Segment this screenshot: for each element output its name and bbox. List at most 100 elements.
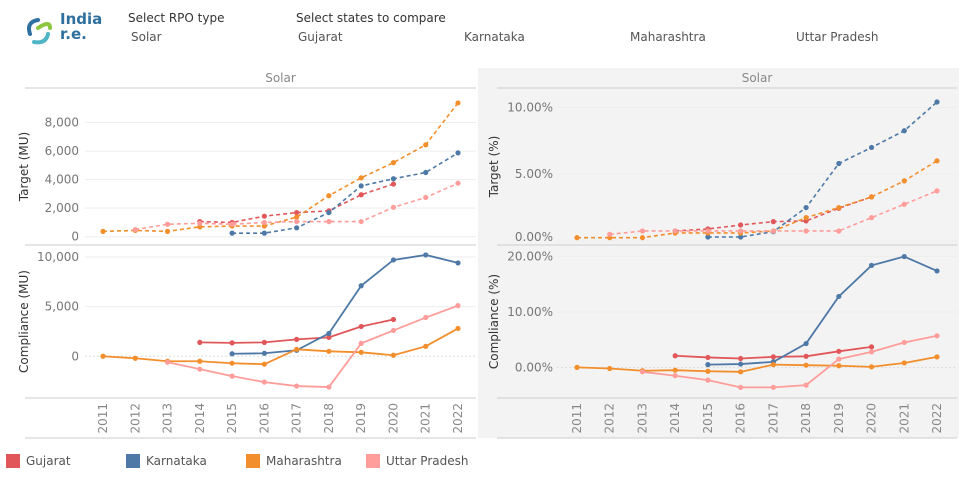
data-point[interactable]: [868, 262, 875, 269]
state-option-karnataka[interactable]: Karnataka: [464, 30, 525, 44]
data-point[interactable]: [294, 218, 300, 225]
data-point[interactable]: [358, 340, 364, 346]
data-point[interactable]: [934, 268, 940, 274]
data-point[interactable]: [229, 230, 235, 236]
data-point[interactable]: [294, 336, 300, 342]
data-point[interactable]: [738, 355, 744, 362]
data-point[interactable]: [423, 343, 429, 349]
data-point[interactable]: [901, 339, 907, 346]
data-point[interactable]: [803, 362, 809, 368]
data-point[interactable]: [607, 365, 613, 372]
data-point[interactable]: [390, 257, 397, 263]
data-point[interactable]: [197, 366, 203, 372]
data-point[interactable]: [705, 228, 711, 234]
data-point[interactable]: [423, 314, 429, 321]
data-point[interactable]: [326, 384, 332, 390]
data-point[interactable]: [803, 228, 809, 234]
data-point[interactable]: [294, 225, 300, 231]
data-point[interactable]: [423, 142, 429, 148]
data-point[interactable]: [261, 223, 267, 229]
data-point[interactable]: [574, 364, 580, 370]
data-point[interactable]: [390, 160, 397, 166]
data-point[interactable]: [770, 219, 776, 225]
data-point[interactable]: [770, 362, 776, 368]
data-point[interactable]: [705, 234, 711, 240]
data-point[interactable]: [672, 367, 678, 373]
data-point[interactable]: [164, 359, 171, 365]
data-point[interactable]: [868, 215, 875, 221]
data-point[interactable]: [358, 283, 364, 289]
data-point[interactable]: [738, 222, 744, 228]
data-point[interactable]: [639, 228, 646, 234]
data-point[interactable]: [261, 361, 267, 367]
data-point[interactable]: [326, 348, 332, 354]
data-point[interactable]: [803, 204, 809, 211]
data-point[interactable]: [901, 178, 907, 184]
data-point[interactable]: [607, 231, 613, 237]
data-point[interactable]: [261, 350, 267, 356]
data-point[interactable]: [705, 362, 711, 368]
data-point[interactable]: [738, 384, 744, 390]
state-option-gujarat[interactable]: Gujarat: [298, 30, 343, 44]
data-point[interactable]: [836, 348, 842, 354]
data-point[interactable]: [868, 194, 875, 200]
data-point[interactable]: [705, 354, 711, 361]
data-point[interactable]: [868, 349, 875, 355]
data-point[interactable]: [901, 201, 907, 207]
data-point[interactable]: [423, 252, 429, 258]
data-point[interactable]: [390, 316, 397, 323]
data-point[interactable]: [132, 226, 138, 233]
data-point[interactable]: [672, 353, 678, 359]
data-point[interactable]: [705, 377, 711, 383]
data-point[interactable]: [901, 253, 907, 260]
legend-uttar-pradesh[interactable]: Uttar Pradesh: [366, 454, 468, 468]
data-point[interactable]: [358, 175, 364, 181]
data-point[interactable]: [358, 183, 364, 189]
data-point[interactable]: [164, 228, 171, 234]
data-point[interactable]: [358, 323, 364, 330]
data-point[interactable]: [229, 373, 235, 379]
data-point[interactable]: [455, 180, 461, 186]
data-point[interactable]: [229, 360, 235, 366]
data-point[interactable]: [770, 228, 776, 234]
data-point[interactable]: [672, 373, 678, 379]
data-point[interactable]: [326, 330, 332, 337]
data-point[interactable]: [326, 209, 332, 216]
data-point[interactable]: [738, 228, 744, 234]
data-point[interactable]: [672, 228, 678, 234]
data-point[interactable]: [934, 354, 940, 360]
state-option-uttar-pradesh[interactable]: Uttar Pradesh: [796, 30, 879, 44]
data-point[interactable]: [639, 235, 646, 241]
data-point[interactable]: [639, 369, 646, 375]
data-point[interactable]: [197, 224, 203, 230]
data-point[interactable]: [738, 361, 744, 367]
data-point[interactable]: [836, 204, 842, 211]
data-point[interactable]: [100, 353, 106, 359]
data-point[interactable]: [455, 303, 461, 309]
data-point[interactable]: [836, 356, 842, 362]
data-point[interactable]: [261, 230, 267, 236]
data-point[interactable]: [705, 368, 711, 374]
data-point[interactable]: [868, 364, 875, 370]
data-point[interactable]: [261, 213, 267, 219]
data-point[interactable]: [738, 369, 744, 375]
data-point[interactable]: [934, 188, 940, 194]
data-point[interactable]: [770, 354, 776, 360]
data-point[interactable]: [132, 355, 138, 361]
data-point[interactable]: [455, 325, 461, 332]
data-point[interactable]: [294, 346, 300, 352]
data-point[interactable]: [197, 339, 203, 345]
state-option-maharashtra[interactable]: Maharashtra: [630, 30, 706, 44]
data-point[interactable]: [358, 349, 364, 355]
data-point[interactable]: [294, 209, 300, 216]
data-point[interactable]: [390, 204, 397, 210]
data-point[interactable]: [868, 144, 875, 151]
data-point[interactable]: [164, 221, 171, 227]
data-point[interactable]: [423, 194, 429, 201]
data-point[interactable]: [803, 353, 809, 359]
data-point[interactable]: [229, 340, 235, 346]
data-point[interactable]: [294, 214, 300, 220]
data-point[interactable]: [836, 293, 842, 300]
data-point[interactable]: [197, 358, 203, 364]
data-point[interactable]: [455, 260, 461, 266]
